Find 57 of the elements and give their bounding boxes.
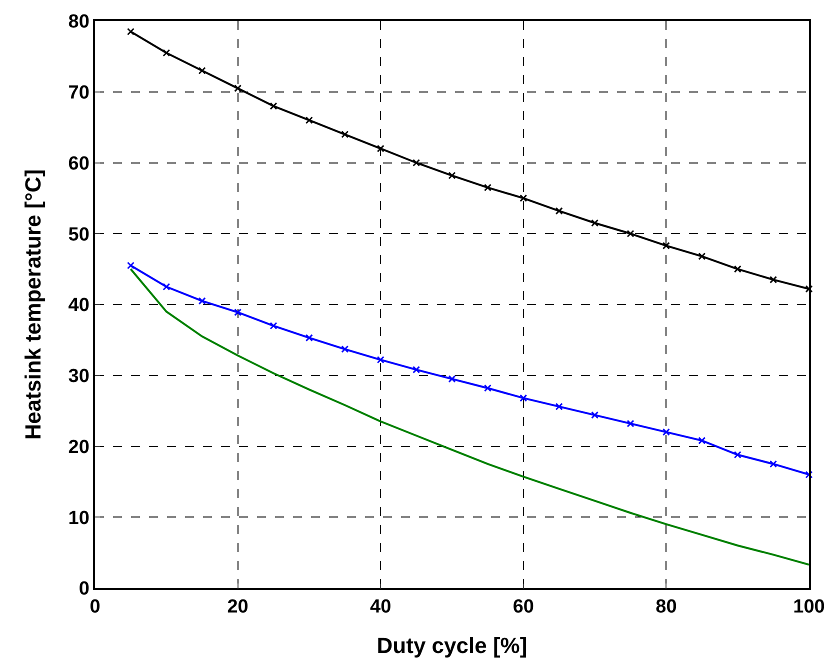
y-tick-label: 50 [68, 224, 90, 246]
point [591, 219, 599, 227]
y-tick-label: 40 [68, 295, 90, 316]
point [662, 242, 670, 250]
point [555, 207, 563, 215]
y-tick-label: 70 [68, 82, 90, 104]
point [805, 470, 813, 478]
point [341, 130, 349, 138]
point [805, 285, 813, 293]
point [698, 252, 706, 260]
y-tick-label: 30 [68, 366, 90, 388]
point [234, 84, 242, 92]
x-tick-label: 20 [227, 596, 248, 618]
point [376, 144, 384, 152]
point [412, 366, 420, 374]
y-tick-label: 20 [68, 436, 90, 458]
point [412, 159, 420, 166]
y-tick-label: 80 [68, 12, 90, 33]
point [126, 28, 134, 36]
x-axis-title: Duty cycle [%] [376, 633, 528, 658]
point [734, 265, 742, 273]
point [626, 420, 634, 428]
point [162, 283, 170, 291]
point [555, 402, 563, 410]
point [448, 172, 456, 180]
point [484, 384, 492, 392]
point [484, 184, 492, 192]
y-tick-label: 0 [78, 578, 90, 600]
point [626, 230, 634, 238]
point [270, 102, 278, 110]
point [305, 334, 313, 342]
x-tick-label: 40 [370, 596, 392, 618]
point [698, 436, 706, 444]
point [520, 194, 528, 202]
point [341, 345, 349, 353]
point [662, 428, 670, 436]
y-tick-label: 10 [68, 508, 90, 529]
point [198, 297, 206, 305]
point [448, 375, 456, 383]
point [198, 66, 206, 74]
point [591, 411, 599, 419]
point [270, 322, 278, 330]
point [376, 356, 384, 364]
point [126, 262, 134, 270]
point [520, 394, 528, 402]
x-tick-label: 60 [512, 596, 534, 618]
line-series [130, 268, 809, 566]
y-axis-title: Heatsink temperature [°C] [20, 169, 46, 440]
point [234, 308, 242, 316]
point [162, 49, 170, 57]
point [305, 116, 313, 124]
x-tick-label: 100 [793, 596, 825, 618]
x-tick-label: 80 [656, 596, 677, 618]
y-tick-label: 60 [68, 153, 90, 174]
point [770, 276, 778, 284]
point [770, 460, 778, 468]
point [734, 451, 742, 459]
